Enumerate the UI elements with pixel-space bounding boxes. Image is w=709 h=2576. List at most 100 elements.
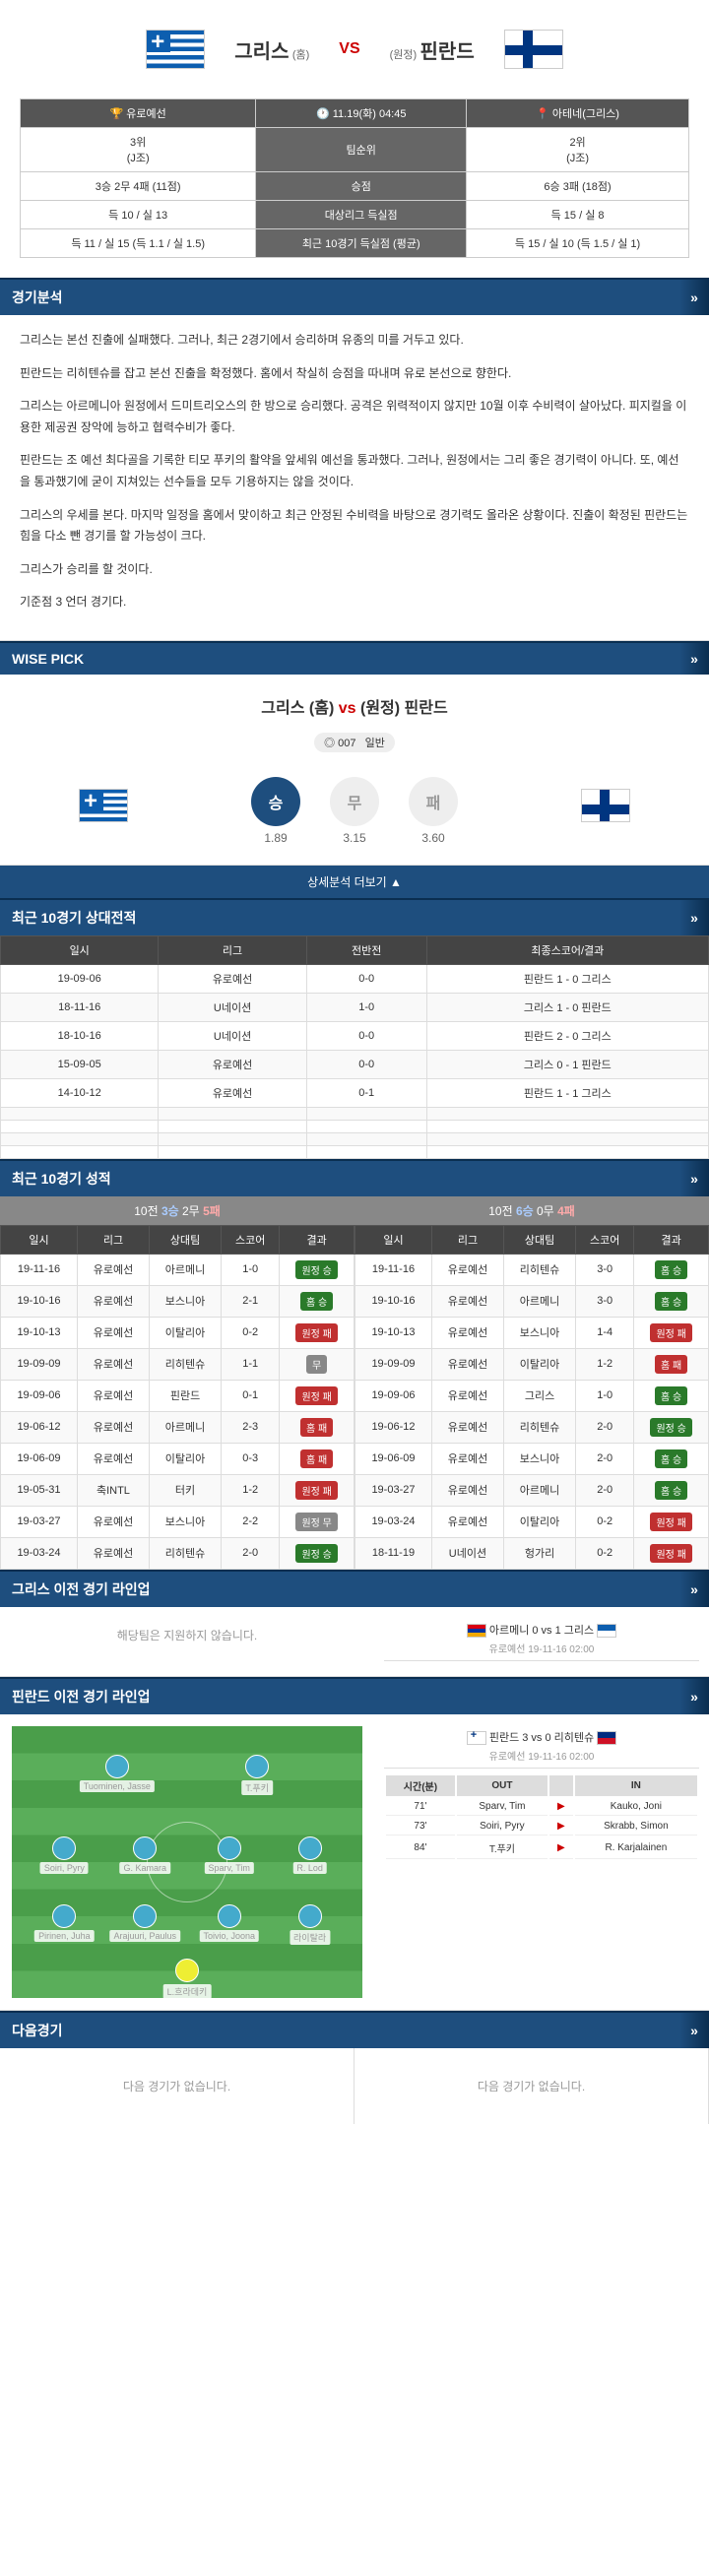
wise-title: 그리스 (홈) vs (원정) 핀란드: [20, 694, 689, 718]
table-row: 18-11-19U네이션헝가리0-2원정 패: [355, 1537, 709, 1569]
table-header: 일시: [1, 1225, 78, 1254]
info-left-recent: 득 11 / 실 15 (득 1.1 / 실 1.5): [21, 229, 256, 258]
table-row: 19-10-13유로예선이탈리아0-2원정 패: [1, 1317, 354, 1348]
match-header: 그리스 (홈) VS (원정) 핀란드: [0, 0, 709, 98]
info-record-label: 승점: [256, 172, 467, 201]
info-right-rank: 2위(J조): [467, 128, 689, 172]
player-name: R. Lod: [292, 1862, 327, 1874]
player-def: [133, 1904, 157, 1928]
more-analysis-button[interactable]: 상세분석 더보기 ▲: [0, 866, 709, 898]
player-name: 라이탈라: [290, 1930, 330, 1945]
lineup-gr-date: 유로예선 19-11-16 02:00: [389, 1641, 694, 1655]
player-name: G. Kamara: [120, 1862, 171, 1874]
section-next-head: 다음경기: [0, 2011, 709, 2048]
lineup-gr-right: 아르메니 0 vs 1 그리스 유로예선 19-11-16 02:00: [374, 1607, 709, 1676]
player-name: Tuominen, Jasse: [80, 1780, 155, 1792]
lineup-gr-empty: 해당팀은 지원하지 않습니다.: [0, 1607, 374, 1676]
player-fwd: [105, 1755, 129, 1778]
result-badge: 원정 패: [650, 1544, 691, 1563]
h2h-table: 일시리그전반전최종스코어/결과 19-09-06유로예선0-0핀란드 1 - 0…: [0, 935, 709, 1159]
result-badge: 홈 패: [655, 1355, 687, 1374]
pick-win-odds: 1.89: [251, 831, 300, 845]
result-badge: 홈 승: [655, 1481, 687, 1500]
info-left-rank: 3위(J조): [21, 128, 256, 172]
player-def: [218, 1904, 241, 1928]
player-mid: [298, 1836, 322, 1860]
away-team-block: (원정) 핀란드: [390, 35, 475, 64]
away-flag: [504, 30, 563, 69]
table-header: OUT: [457, 1775, 548, 1796]
analysis-p3: 그리스는 아르메니아 원정에서 드미트리오스의 한 방으로 승리했다. 공격은 …: [20, 396, 689, 438]
result-badge: 원정 승: [295, 1544, 337, 1563]
flag-greece-icon: [597, 1624, 616, 1638]
player-mid: [52, 1836, 76, 1860]
home-team-name: 그리스: [234, 41, 289, 63]
pick-lose-label: 패: [409, 777, 458, 826]
table-row: 19-11-16유로예선아르메니1-0원정 승: [1, 1254, 354, 1285]
result-badge: 홈 패: [300, 1418, 333, 1437]
table-row: 19-09-09유로예선리히텐슈1-1무: [1, 1348, 354, 1380]
result-badge: 원정 패: [295, 1386, 337, 1405]
flag-finland-icon: [467, 1731, 486, 1745]
analysis-p6: 그리스가 승리를 할 것이다.: [20, 559, 689, 581]
vs-label: VS: [339, 40, 359, 58]
table-row: 19-10-16유로예선보스니아2-1홈 승: [1, 1285, 354, 1317]
table-row: 19-06-09유로예선보스니아2-0홈 승: [355, 1443, 709, 1474]
table-header: 스코어: [576, 1225, 634, 1254]
section-h2h-head: 최근 10경기 상대전적: [0, 898, 709, 935]
analysis-p5: 그리스의 우세를 본다. 마지막 일정을 홈에서 맞이하고 최근 안정된 수비력…: [20, 505, 689, 547]
table-header: 시간(분): [386, 1775, 455, 1796]
info-right-recent: 득 15 / 실 10 (득 1.5 / 실 1): [467, 229, 689, 258]
result-badge: 무: [306, 1355, 327, 1374]
table-row: 19-06-12유로예선아르메니2-3홈 패: [1, 1411, 354, 1443]
table-row: 19-10-13유로예선보스니아1-4원정 패: [355, 1317, 709, 1348]
table-header: 일시: [355, 1225, 432, 1254]
table-row: [1, 1145, 709, 1158]
table-header: 상대팀: [149, 1225, 221, 1254]
table-header: 전반전: [306, 935, 426, 964]
table-row: 19-03-27유로예선보스니아2-2원정 무: [1, 1506, 354, 1537]
info-league: 🏆 유로예선: [21, 99, 256, 128]
table-header: 스코어: [222, 1225, 280, 1254]
recent-left-col: 10전 3승 2무 5패 일시리그상대팀스코어결과19-11-16유로예선아르메…: [0, 1196, 354, 1570]
player-name: Pirinen, Juha: [34, 1930, 95, 1942]
wise-odds: 승 1.89 무 3.15 패 3.60: [251, 777, 458, 845]
pick-draw-label: 무: [330, 777, 379, 826]
table-row: 15-09-05유로예선0-0그리스 0 - 1 핀란드: [1, 1050, 709, 1078]
table-row: 19-11-16유로예선리히텐슈3-0홈 승: [355, 1254, 709, 1285]
away-team-sub: (원정): [390, 49, 418, 61]
wise-away-flag: [581, 789, 630, 822]
player-name: L.흐라데키: [163, 1984, 212, 1999]
table-row: [1, 1107, 709, 1120]
player-name: Toivio, Joona: [199, 1930, 259, 1942]
info-right-record: 6승 3패 (18점): [467, 172, 689, 201]
table-row: 18-11-16U네이션1-0그리스 1 - 0 핀란드: [1, 993, 709, 1021]
pick-lose[interactable]: 패 3.60: [409, 777, 458, 845]
recent-right-head: 10전 6승 0무 4패: [354, 1196, 709, 1225]
info-datetime: 🕐 11.19(화) 04:45: [256, 99, 467, 128]
table-row: 19-06-09유로예선이탈리아0-3홈 패: [1, 1443, 354, 1474]
home-flag: [146, 30, 205, 69]
info-left-record: 3승 2무 4패 (11점): [21, 172, 256, 201]
table-row: 19-03-24유로예선이탈리아0-2원정 패: [355, 1506, 709, 1537]
flag-lie-icon: [597, 1731, 616, 1745]
table-row: 84'T.푸키▶R. Karjalainen: [386, 1837, 697, 1859]
lineup-fi-match: 핀란드 3 vs 0 리히텐슈 유로예선 19-11-16 02:00: [384, 1724, 699, 1769]
away-team-name: 핀란드: [420, 41, 475, 63]
result-badge: 원정 승: [650, 1418, 691, 1437]
section-wise-head: WISE PICK: [0, 641, 709, 675]
home-team-block: 그리스 (홈): [234, 35, 309, 64]
pick-win[interactable]: 승 1.89: [251, 777, 300, 845]
lineup-fi-date: 유로예선 19-11-16 02:00: [389, 1748, 694, 1763]
table-row: 18-10-16U네이션0-0핀란드 2 - 0 그리스: [1, 1021, 709, 1050]
player-name: Sparv, Tim: [205, 1862, 254, 1874]
player-name: Soiri, Pyry: [40, 1862, 89, 1874]
next-left-empty: 다음 경기가 없습니다.: [0, 2048, 354, 2124]
table-header: 최종스코어/결과: [426, 935, 708, 964]
lineup-fi-pitch-wrap: Tuominen, Jasse T.푸키 Soiri, Pyry G. Kama…: [0, 1714, 374, 2010]
table-row: 19-09-06유로예선그리스1-0홈 승: [355, 1380, 709, 1411]
table-row: 71'Sparv, Tim▶Kauko, Joni: [386, 1798, 697, 1816]
match-info-table: 🏆 유로예선 🕐 11.19(화) 04:45 📍 아테네(그리스) 3위(J조…: [20, 98, 689, 258]
pick-win-label: 승: [251, 777, 300, 826]
pick-draw[interactable]: 무 3.15: [330, 777, 379, 845]
